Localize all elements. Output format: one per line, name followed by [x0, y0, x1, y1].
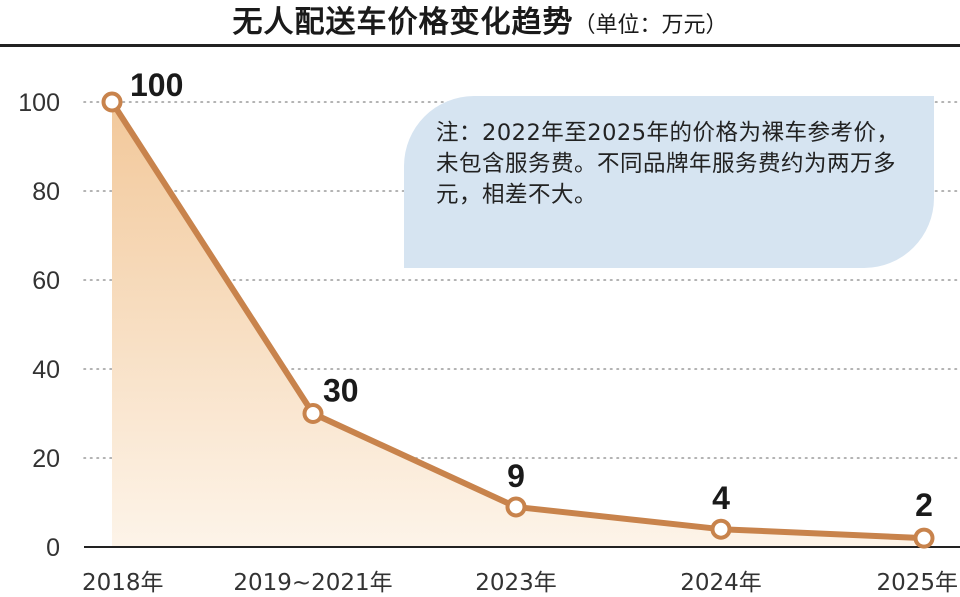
data-points: [101, 91, 935, 549]
x-axis-ticks: 2018年 2019~2021年 2023年 2024年 2025年: [82, 570, 958, 596]
data-point: [302, 403, 324, 424]
price-area: [112, 102, 924, 547]
data-label: 4: [712, 480, 730, 516]
title-divider: [0, 44, 960, 47]
data-label: 100: [130, 67, 183, 103]
data-point: [101, 91, 123, 113]
data-label: 2: [915, 487, 933, 523]
y-tick-label: 60: [32, 267, 60, 295]
chart-note: 注：2022年至2025年的价格为裸车参考价，未包含服务费。不同品牌年服务费约为…: [404, 96, 934, 268]
y-tick-label: 0: [46, 534, 60, 562]
x-tick-label: 2018年: [82, 570, 164, 596]
chart-title: 无人配送车价格变化趋势（单位：万元）: [0, 0, 960, 46]
x-tick-label: 2019~2021年: [233, 570, 392, 596]
x-tick-label: 2024年: [680, 570, 762, 596]
data-point: [505, 496, 527, 518]
chart-unit: （单位：万元）: [573, 13, 728, 38]
data-label: 9: [507, 458, 525, 494]
y-tick-label: 20: [32, 445, 60, 473]
data-point: [913, 527, 935, 549]
chart-title-text: 无人配送车价格变化趋势: [232, 5, 574, 40]
y-tick-label: 80: [32, 178, 60, 206]
x-tick-label: 2025年: [876, 570, 958, 596]
y-tick-label: 100: [18, 89, 60, 117]
data-labels: 100 30 9 4 2: [130, 67, 933, 523]
y-tick-label: 40: [32, 356, 60, 384]
data-point: [710, 518, 732, 540]
x-tick-label: 2023年: [475, 570, 557, 596]
data-label: 30: [323, 373, 359, 409]
y-axis-ticks: 0 20 40 60 80 100: [18, 89, 60, 562]
